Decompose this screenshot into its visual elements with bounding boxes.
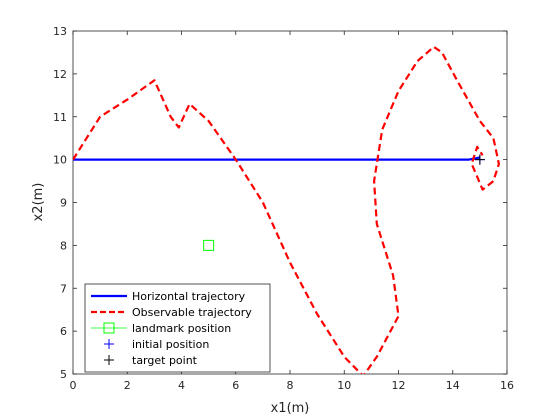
x-tick-label: 12	[392, 379, 406, 392]
x-tick-label: 0	[70, 379, 77, 392]
series-4-marker	[474, 154, 485, 165]
legend-swatch-marker	[103, 322, 115, 334]
legend-label: initial position	[132, 338, 209, 351]
y-tick-label: 13	[53, 25, 67, 38]
x-tick-label: 2	[124, 379, 131, 392]
x-tick-label: 4	[178, 379, 185, 392]
series-0-line	[73, 156, 481, 161]
x-tick-label: 8	[287, 379, 294, 392]
series-1-line	[73, 45, 500, 374]
axis-ticks: 0 2 4 6 8 10 12 14 16 5 6 7 8 9 10 11 12 13	[53, 25, 514, 392]
legend-label: target point	[132, 354, 198, 367]
legend-label: Horizontal trajectory	[132, 290, 246, 303]
y-tick-label: 12	[53, 68, 67, 81]
series-layer	[73, 45, 500, 374]
y-tick-label: 5	[60, 368, 67, 381]
x-tick-label: 6	[232, 379, 239, 392]
y-tick-label: 8	[60, 239, 67, 252]
x-tick-label: 14	[446, 379, 460, 392]
x-tick-label: 10	[337, 379, 351, 392]
legend: Horizontal trajectory Observable trajecto…	[84, 283, 271, 373]
y-axis-label: x2(m)	[31, 183, 46, 222]
x-tick-label: 16	[500, 379, 514, 392]
y-tick-label: 10	[53, 154, 67, 167]
series-2-marker	[203, 239, 215, 251]
legend-label: Observable trajectory	[132, 306, 252, 319]
y-tick-label: 7	[60, 282, 67, 295]
legend-swatch-marker	[104, 339, 114, 349]
y-tick-label: 6	[60, 325, 67, 338]
legend-label: landmark position	[132, 322, 231, 335]
y-tick-label: 9	[60, 197, 67, 210]
legend-swatch-marker	[104, 355, 114, 365]
y-tick-label: 11	[53, 111, 67, 124]
x-axis-label: x1(m)	[271, 401, 310, 416]
